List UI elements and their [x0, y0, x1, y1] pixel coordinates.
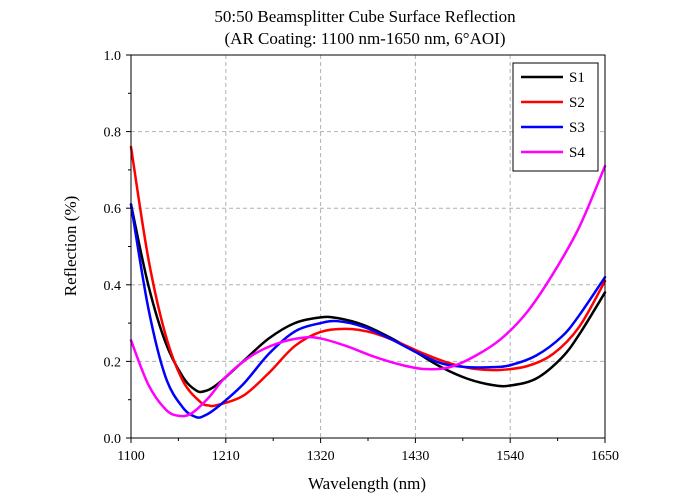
- x-tick-label: 1540: [496, 449, 524, 464]
- y-tick-label: 0.0: [104, 432, 122, 447]
- series-line-s4: [129, 164, 607, 418]
- x-tick-label: 1210: [212, 449, 240, 464]
- series-line-s1: [129, 203, 607, 394]
- series-line-s3: [129, 203, 607, 419]
- series-lines: [129, 145, 607, 419]
- x-tick-label: 1430: [401, 449, 429, 464]
- chart-subtitle: (AR Coating: 1100 nm-1650 nm, 6°AOI): [225, 29, 506, 48]
- y-axis-label: Reflection (%): [61, 196, 80, 297]
- x-tick-label: 1320: [307, 449, 335, 464]
- series-line-s2: [129, 145, 607, 408]
- legend-box: [512, 62, 599, 172]
- y-tick-label: 1.0: [104, 49, 122, 64]
- legend-label-s4: S4: [569, 145, 585, 161]
- x-axis-label: Wavelength (nm): [308, 474, 426, 493]
- y-tick-label: 0.6: [104, 202, 122, 217]
- y-tick-label: 0.4: [104, 279, 122, 294]
- y-tick-label: 0.2: [104, 355, 122, 370]
- axis-ticks: 1100 1210 1320 1430 1540 1650 0.0 0.2 0.4 0.6 0.8 1…: [104, 49, 620, 464]
- legend-label-s2: S2: [569, 95, 585, 111]
- chart-title: 50:50 Beamsplitter Cube Surface Reflecti…: [214, 7, 516, 26]
- x-tick-label: 1650: [591, 449, 619, 464]
- legend-label-s3: S3: [569, 120, 585, 136]
- legend: S1 S2 S3 S4: [512, 62, 599, 172]
- legend-label-s1: S1: [569, 70, 585, 86]
- x-tick-label: 1100: [117, 449, 144, 464]
- y-tick-label: 0.8: [104, 126, 122, 141]
